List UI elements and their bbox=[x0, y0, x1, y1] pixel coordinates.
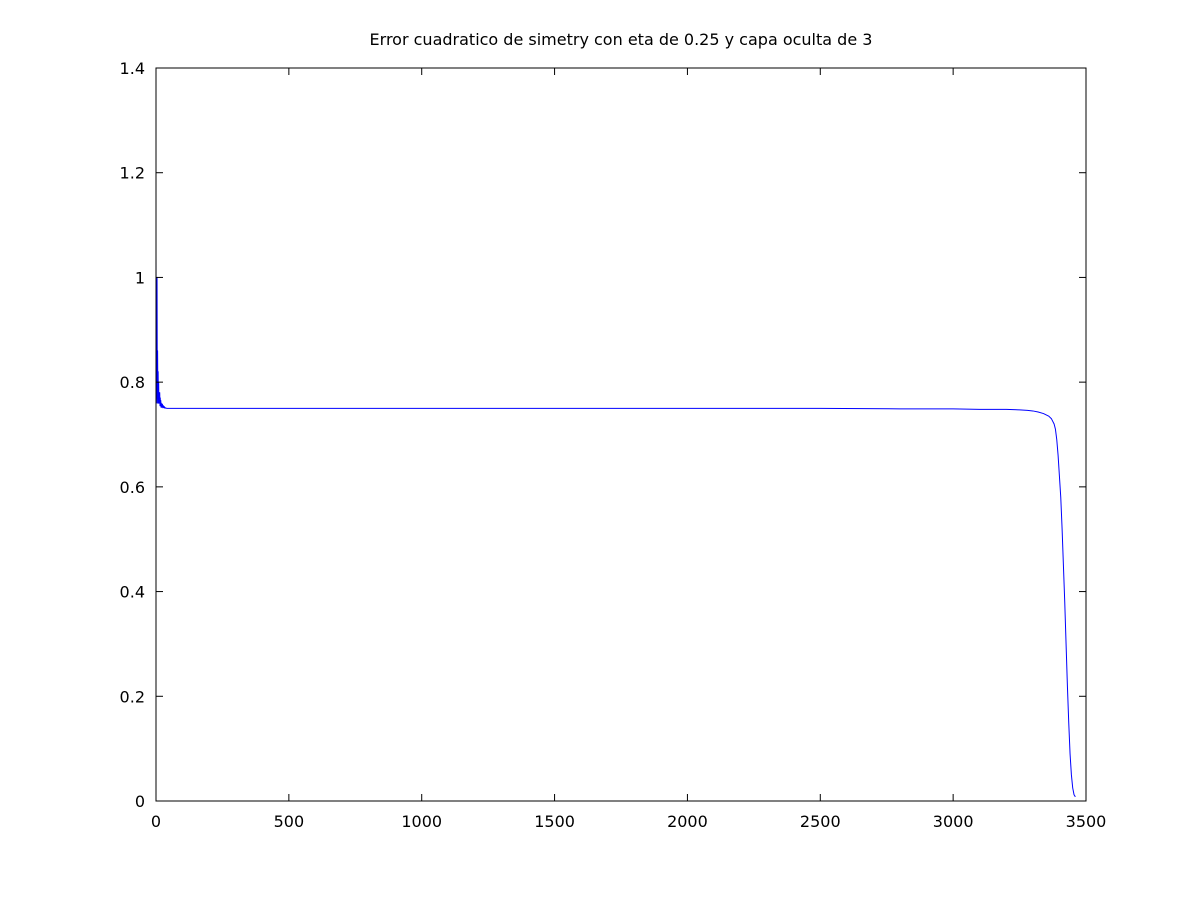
y-tick-label: 0 bbox=[135, 792, 145, 811]
y-tick-label: 0.6 bbox=[120, 478, 145, 497]
x-tick-label: 1500 bbox=[534, 812, 575, 831]
x-tick-label: 3000 bbox=[933, 812, 974, 831]
y-tick-label: 0.8 bbox=[120, 373, 145, 392]
y-tick-label: 1 bbox=[135, 268, 145, 287]
x-tick-label: 0 bbox=[151, 812, 161, 831]
y-tick-label: 0.2 bbox=[120, 687, 145, 706]
x-tick-label: 3500 bbox=[1066, 812, 1107, 831]
axis-ticks: 0 500 1000 1500 2000 2500 3000 3500 0 0.2 0.4 0.6 0.… bbox=[120, 59, 1107, 831]
y-tick-label: 1.4 bbox=[120, 59, 145, 78]
x-tick-label: 2000 bbox=[667, 812, 708, 831]
plot-frame bbox=[155, 67, 1087, 802]
x-tick-label: 2500 bbox=[800, 812, 841, 831]
y-tick-label: 0.4 bbox=[120, 583, 145, 602]
chart-title: Error cuadratico de simetry con eta de 0… bbox=[370, 30, 873, 49]
x-tick-label: 500 bbox=[274, 812, 305, 831]
series-line-1 bbox=[155, 256, 1076, 798]
y-tick-label: 1.2 bbox=[120, 164, 145, 183]
plot-area bbox=[155, 256, 1076, 798]
x-tick-label: 1000 bbox=[401, 812, 442, 831]
